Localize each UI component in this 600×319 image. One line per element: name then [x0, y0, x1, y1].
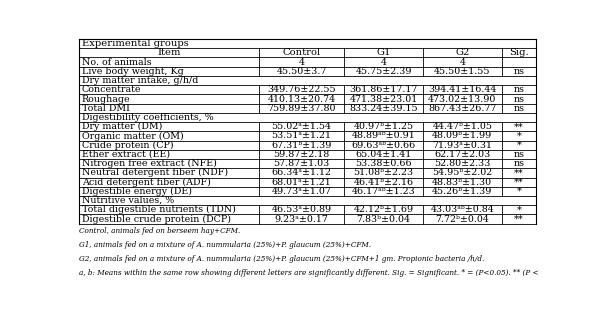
Text: Nitrogen free extract (NFE): Nitrogen free extract (NFE) — [82, 159, 217, 168]
Text: 48.89ᵃᵇ±0.91: 48.89ᵃᵇ±0.91 — [352, 131, 415, 140]
Text: 471.38±23.01: 471.38±23.01 — [349, 94, 418, 104]
Text: Dry matter (DM): Dry matter (DM) — [82, 122, 163, 131]
Text: 43.03ᵃᵇ±0.84: 43.03ᵃᵇ±0.84 — [430, 205, 494, 214]
Text: ns: ns — [514, 150, 524, 159]
Text: 349.76±22.55: 349.76±22.55 — [268, 85, 336, 94]
Text: No. of animals: No. of animals — [82, 58, 152, 67]
Text: Organic matter (OM): Organic matter (OM) — [82, 131, 184, 141]
Text: Control: Control — [283, 48, 321, 57]
Text: **: ** — [514, 178, 524, 187]
Text: 867.43±26.77: 867.43±26.77 — [428, 104, 496, 113]
Text: 48.83ᵇ±1.30: 48.83ᵇ±1.30 — [432, 178, 493, 187]
Text: Experimental groups: Experimental groups — [82, 39, 189, 48]
Text: Item: Item — [157, 48, 181, 57]
Text: 59.87±2.18: 59.87±2.18 — [274, 150, 330, 159]
Text: Digestibility coefficients, %: Digestibility coefficients, % — [82, 113, 214, 122]
Text: 57.87±1.03: 57.87±1.03 — [274, 159, 330, 168]
Text: **: ** — [514, 122, 524, 131]
Text: a, b: Means within the same row showing different letters are significantly diff: a, b: Means within the same row showing … — [79, 269, 600, 277]
Text: 48.09ᵇ±1.99: 48.09ᵇ±1.99 — [432, 131, 493, 140]
Text: 833.24±39.15: 833.24±39.15 — [349, 104, 418, 113]
Text: 473.02±13.90: 473.02±13.90 — [428, 94, 496, 104]
Text: 45.50±1.55: 45.50±1.55 — [434, 67, 491, 76]
Text: 45.75±2.39: 45.75±2.39 — [355, 67, 412, 76]
Text: 759.89±37.80: 759.89±37.80 — [268, 104, 336, 113]
Text: 46.41ᵇ±2.16: 46.41ᵇ±2.16 — [353, 178, 413, 187]
Text: G1: G1 — [376, 48, 391, 57]
Text: Dry matter intake, g/h/d: Dry matter intake, g/h/d — [82, 76, 199, 85]
Text: Live body weight, Kg: Live body weight, Kg — [82, 67, 184, 76]
Text: 40.97ᵇ±1.25: 40.97ᵇ±1.25 — [353, 122, 413, 131]
Text: 410.13±20.74: 410.13±20.74 — [268, 94, 336, 104]
Text: 55.02ᵃ±1.54: 55.02ᵃ±1.54 — [272, 122, 332, 131]
Text: Crude protein (CP): Crude protein (CP) — [82, 141, 173, 150]
Text: Neutral detergent fiber (NDF): Neutral detergent fiber (NDF) — [82, 168, 228, 177]
Text: **: ** — [514, 215, 524, 224]
Text: 394.41±16.44: 394.41±16.44 — [428, 85, 496, 94]
Text: *: * — [517, 187, 521, 196]
Text: 54.95ᵇ±2.02: 54.95ᵇ±2.02 — [432, 168, 493, 177]
Text: Total digestible nutrients (TDN): Total digestible nutrients (TDN) — [82, 205, 236, 214]
Text: Ether extract (EE): Ether extract (EE) — [82, 150, 170, 159]
Text: 4: 4 — [380, 58, 386, 67]
Text: *: * — [517, 131, 521, 140]
Text: Sig.: Sig. — [509, 48, 529, 57]
Text: 49.73ᵃ±1.07: 49.73ᵃ±1.07 — [272, 187, 332, 196]
Text: 7.83ᵇ±0.04: 7.83ᵇ±0.04 — [356, 215, 410, 224]
Text: ns: ns — [514, 67, 524, 76]
Text: G2: G2 — [455, 48, 469, 57]
Text: Digestible crude protein (DCP): Digestible crude protein (DCP) — [82, 215, 231, 224]
Text: 7.72ᵇ±0.04: 7.72ᵇ±0.04 — [436, 215, 489, 224]
Text: 52.80±2.33: 52.80±2.33 — [434, 159, 490, 168]
Text: **: ** — [514, 168, 524, 177]
Text: 42.12ᵇ±1.69: 42.12ᵇ±1.69 — [353, 205, 413, 214]
Text: Concentrate: Concentrate — [82, 85, 142, 94]
Text: 45.26ᵇ±1.39: 45.26ᵇ±1.39 — [432, 187, 493, 196]
Text: G2, animals fed on a mixture of A. nummularia (25%)+P. glaucum (25%)+CFM+1 gm. P: G2, animals fed on a mixture of A. nummu… — [79, 255, 484, 263]
Text: 44.47ᵇ±1.05: 44.47ᵇ±1.05 — [433, 122, 493, 131]
Text: 45.50±3.7: 45.50±3.7 — [277, 67, 327, 76]
Text: Nutritive values, %: Nutritive values, % — [82, 196, 174, 205]
Text: Control, animals fed on berseem hay+CFM.: Control, animals fed on berseem hay+CFM. — [79, 227, 240, 235]
Text: 62.17±2.03: 62.17±2.03 — [434, 150, 490, 159]
Text: Acid detergent fiber (ADF): Acid detergent fiber (ADF) — [82, 178, 211, 187]
Text: ns: ns — [514, 159, 524, 168]
Text: ns: ns — [514, 85, 524, 94]
Text: 46.17ᵃᵇ±1.23: 46.17ᵃᵇ±1.23 — [352, 187, 415, 196]
Text: 9.23ᵃ±0.17: 9.23ᵃ±0.17 — [275, 215, 329, 224]
Text: 51.08ᵇ±2.23: 51.08ᵇ±2.23 — [353, 168, 413, 177]
Text: *: * — [517, 205, 521, 214]
Text: 69.63ᵃᵇ±0.66: 69.63ᵃᵇ±0.66 — [352, 141, 416, 150]
Text: 46.53ᵃ±0.89: 46.53ᵃ±0.89 — [272, 205, 332, 214]
Text: 361.86±17.17: 361.86±17.17 — [349, 85, 418, 94]
Text: 4: 4 — [299, 58, 305, 67]
Text: Total DMI: Total DMI — [82, 104, 130, 113]
Text: 65.04±1.41: 65.04±1.41 — [355, 150, 412, 159]
Text: Digestible energy (DE): Digestible energy (DE) — [82, 187, 192, 196]
Text: ns: ns — [514, 94, 524, 104]
Text: 67.31ᵇ±1.39: 67.31ᵇ±1.39 — [271, 141, 332, 150]
Text: 68.01ᵃ±1.21: 68.01ᵃ±1.21 — [272, 178, 332, 187]
Text: 4: 4 — [460, 58, 466, 67]
Text: G1, animals fed on a mixture of A. nummularia (25%)+P. glaucum (25%)+CFM.: G1, animals fed on a mixture of A. nummu… — [79, 241, 371, 249]
Text: 53.38±0.66: 53.38±0.66 — [355, 159, 412, 168]
Text: *: * — [517, 141, 521, 150]
Text: 53.51ᵃ±1.21: 53.51ᵃ±1.21 — [272, 131, 332, 140]
Text: ns: ns — [514, 104, 524, 113]
Text: 71.93ᵃ±0.31: 71.93ᵃ±0.31 — [433, 141, 493, 150]
Text: Roughage: Roughage — [82, 94, 131, 104]
Text: 66.34ᵃ±1.12: 66.34ᵃ±1.12 — [272, 168, 332, 177]
